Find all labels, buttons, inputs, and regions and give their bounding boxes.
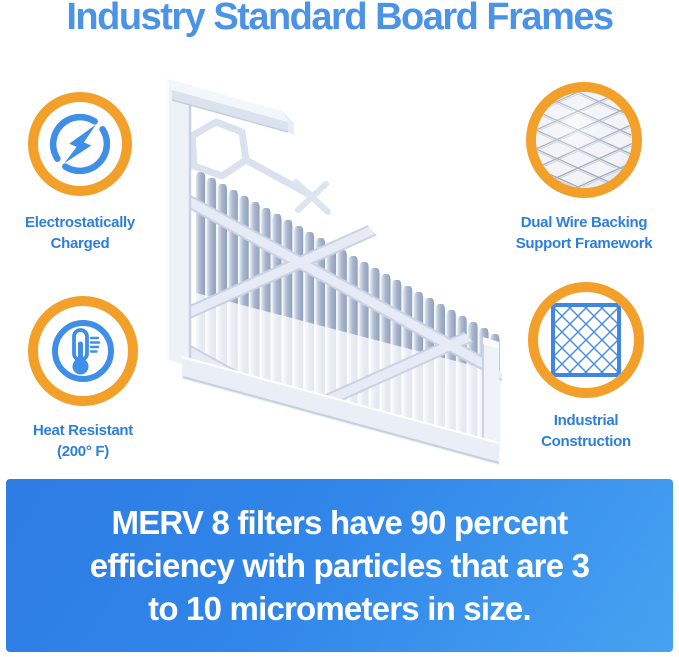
- filter-bottom-rail: [181, 356, 500, 465]
- feature-label-line: Construction: [541, 433, 631, 450]
- air-filter-illustration: [167, 79, 505, 465]
- merv-info-banner: MERV 8 filters have 90 percent efficienc…: [6, 479, 673, 652]
- filter-left-board: [167, 79, 192, 367]
- orange-ring: [528, 282, 644, 398]
- page-title: Industry Standard Board Frames: [66, 0, 614, 38]
- feature-label-line: Charged: [50, 235, 110, 252]
- feature-electrostatically-charged: Electrostatically Charged: [6, 92, 154, 254]
- wire-mesh-icon: [536, 92, 632, 188]
- lightning-icon: [49, 113, 111, 175]
- feature-heat-resistant: Heat Resistant (200° F): [8, 296, 158, 462]
- banner-text-line: to 10 micrometers in size.: [148, 590, 532, 627]
- thermometer-icon: [52, 320, 114, 382]
- feature-label-line: Heat Resistant: [32, 422, 133, 439]
- feature-dual-wire-backing: Dual Wire Backing Support Framework: [498, 82, 670, 254]
- orange-ring: [28, 92, 132, 196]
- filter-face-zone: [185, 290, 505, 460]
- orange-ring: [28, 296, 138, 406]
- feature-industrial-construction: Industrial Construction: [500, 282, 672, 452]
- banner-text-line: MERV 8 filters have 90 percent: [111, 504, 569, 541]
- banner-text-line: efficiency with particles that are 3: [89, 547, 590, 584]
- feature-label-line: Industrial: [553, 412, 619, 429]
- feature-label-line: Electrostatically: [25, 214, 135, 231]
- feature-label-line: Dual Wire Backing: [520, 214, 648, 231]
- orange-ring: [526, 82, 642, 198]
- feature-label-line: Support Framework: [515, 235, 653, 252]
- filter-top-flap: [167, 79, 294, 135]
- feature-label-line: (200° F): [57, 443, 109, 460]
- lattice-grid-icon: [551, 303, 621, 377]
- filter-frame-struts: [188, 118, 331, 215]
